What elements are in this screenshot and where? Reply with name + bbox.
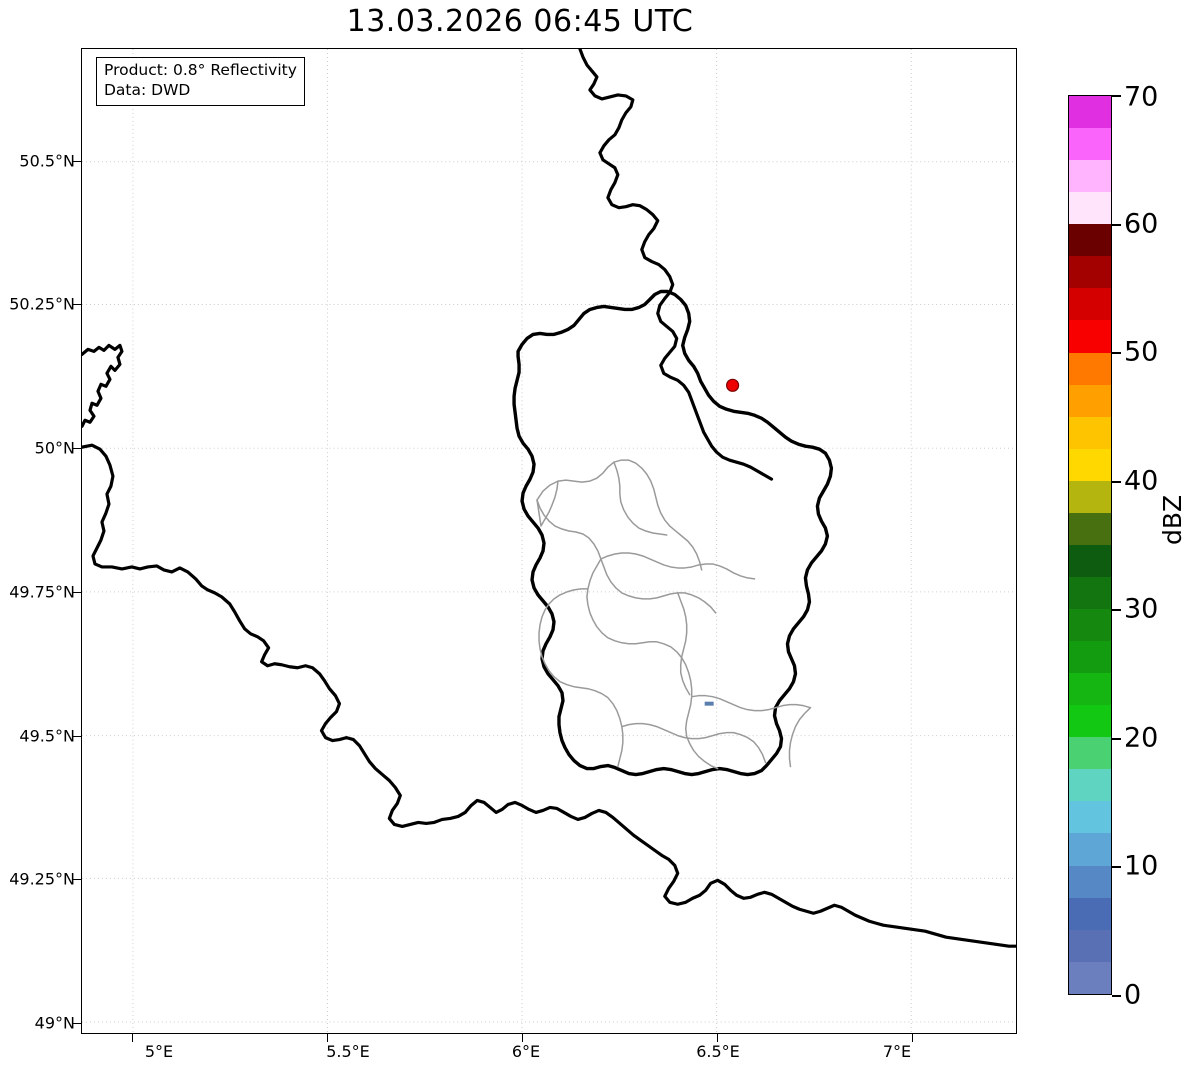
border-luxembourg-national (512, 289, 834, 777)
border-belgium-france (82, 443, 1016, 948)
x-tick-3 (717, 1034, 719, 1042)
canton-borders (536, 459, 812, 770)
colorbar-band (1069, 833, 1111, 866)
y-tick-3 (73, 592, 81, 594)
colorbar-band (1069, 769, 1111, 802)
y-axis-label-49-75: 49.75°N (9, 582, 75, 602)
y-axis-label-49-5: 49.5°N (19, 726, 75, 746)
colorbar-band (1069, 897, 1111, 930)
cb-tick-10 (1112, 866, 1121, 868)
colorbar-band (1069, 384, 1111, 417)
colorbar-band (1069, 865, 1111, 898)
y-axis-label-50-5: 50.5°N (19, 151, 75, 171)
cb-tick-20 (1112, 738, 1121, 740)
colorbar-band (1069, 288, 1111, 321)
grid-lines (82, 49, 1016, 1033)
cb-label-70: 70 (1124, 81, 1159, 113)
colorbar-band (1069, 801, 1111, 834)
x-tick-2 (522, 1034, 524, 1042)
colorbar-band (1069, 673, 1111, 706)
colorbar-band (1069, 961, 1111, 994)
y-tick-0 (73, 161, 81, 163)
colorbar-band (1069, 737, 1111, 770)
x-tick-4 (912, 1034, 914, 1042)
cb-tick-0 (1112, 995, 1121, 997)
colorbar-band (1069, 448, 1111, 481)
colorbar-band (1069, 128, 1111, 161)
reflectivity-colorbar[interactable] (1068, 95, 1112, 995)
cb-label-10: 10 (1124, 850, 1159, 882)
colorbar-band (1069, 641, 1111, 674)
colorbar-band (1069, 609, 1111, 642)
colorbar-band (1069, 192, 1111, 225)
border-belgium-west (82, 343, 124, 428)
y-tick-6 (73, 1023, 81, 1025)
colorbar-band (1069, 256, 1111, 289)
colorbar-band (1069, 320, 1111, 353)
x-axis-label-6-5e: 6.5°E (696, 1042, 740, 1061)
x-axis-label-5-5e: 5.5°E (326, 1042, 370, 1061)
cb-label-20: 20 (1124, 722, 1159, 754)
x-axis-label-6e: 6°E (511, 1042, 541, 1061)
cb-label-30: 30 (1124, 593, 1159, 625)
y-tick-1 (73, 304, 81, 306)
y-tick-2 (73, 448, 81, 450)
cb-label-60: 60 (1124, 208, 1159, 240)
info-product-line: Product: 0.8° Reflectivity (104, 61, 297, 79)
colorbar-band (1069, 160, 1111, 193)
colorbar-band (1069, 544, 1111, 577)
cb-label-40: 40 (1124, 465, 1159, 497)
colorbar-band (1069, 705, 1111, 738)
radar-map-plot[interactable]: Product: 0.8° Reflectivity Data: DWD (81, 48, 1017, 1034)
x-axis-label-5e: 5°E (144, 1042, 174, 1061)
cb-label-0: 0 (1124, 979, 1142, 1011)
map-canvas (82, 49, 1016, 1033)
cb-label-50: 50 (1124, 336, 1159, 368)
colorbar-band (1069, 416, 1111, 449)
cb-tick-70 (1112, 95, 1121, 97)
colorbar-band (1069, 224, 1111, 257)
cb-tick-50 (1112, 352, 1121, 354)
y-tick-5 (73, 879, 81, 881)
cb-tick-40 (1112, 481, 1121, 483)
colorbar-band (1069, 96, 1111, 129)
reflectivity-echo (704, 701, 714, 706)
info-data-line: Data: DWD (104, 80, 191, 99)
colorbar-title: dBZ (1158, 494, 1187, 545)
colorbar-band (1069, 352, 1111, 385)
info-box: Product: 0.8° Reflectivity Data: DWD (96, 57, 305, 106)
cb-tick-60 (1112, 224, 1121, 226)
y-axis-label-49: 49°N (34, 1013, 75, 1033)
border-germany-north (578, 49, 774, 481)
y-axis-label-50: 50°N (34, 438, 75, 458)
y-axis-label-50-25: 50.25°N (9, 294, 75, 314)
y-axis-label-49-25: 49.25°N (9, 869, 75, 889)
y-tick-4 (73, 736, 81, 738)
radar-site-marker[interactable] (726, 378, 740, 392)
colorbar-band (1069, 480, 1111, 513)
colorbar-band (1069, 576, 1111, 609)
colorbar-band (1069, 512, 1111, 545)
x-axis-label-7e: 7°E (882, 1042, 912, 1061)
colorbar-band (1069, 929, 1111, 962)
cb-tick-30 (1112, 609, 1121, 611)
page-title: 13.03.2026 06:45 UTC (346, 4, 694, 39)
x-tick-0 (132, 1034, 134, 1042)
x-tick-1 (327, 1034, 329, 1042)
